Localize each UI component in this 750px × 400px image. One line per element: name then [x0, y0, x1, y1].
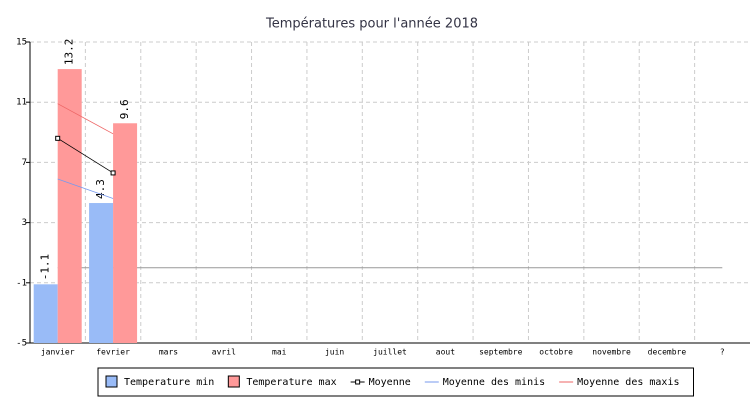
y-tick-label: -5 — [16, 339, 27, 349]
x-tick-label: mai — [272, 348, 287, 357]
data-label: 9.6 — [118, 99, 131, 119]
legend-box — [97, 367, 694, 397]
y-tick-label: -1 — [16, 278, 27, 288]
line — [57, 137, 114, 174]
legend-label: Temperature max — [246, 377, 336, 388]
data-label: -1.1 — [39, 254, 52, 281]
y-tick-label: 7 — [22, 158, 27, 168]
line — [57, 103, 114, 135]
x-tick-label: juillet — [373, 348, 407, 357]
x-tick-label: janvier — [41, 348, 75, 357]
x-tick-label: ? — [720, 348, 725, 357]
legend-swatch — [227, 375, 240, 388]
y-tick-label: 11 — [16, 98, 27, 108]
x-tick-label: decembre — [648, 348, 687, 357]
line-marker — [55, 135, 61, 141]
x-tick-label: mars — [159, 348, 178, 357]
legend-marker — [355, 379, 361, 385]
x-tick-label: septembre — [479, 348, 523, 357]
bar — [113, 123, 138, 344]
bar — [33, 284, 58, 343]
legend-label: Moyenne des minis — [443, 377, 545, 388]
legend-label: Moyenne des maxis — [577, 377, 679, 388]
legend-label: Temperature min — [124, 377, 214, 388]
bar — [89, 203, 114, 343]
line — [57, 178, 114, 199]
data-label: 13.2 — [63, 39, 76, 66]
x-tick-label: juin — [325, 348, 344, 357]
line-marker — [110, 170, 116, 176]
data-label: 4.3 — [94, 179, 107, 199]
x-tick-label: novembre — [592, 348, 631, 357]
y-tick-label: 3 — [22, 218, 27, 228]
x-tick-label: aout — [436, 348, 455, 357]
x-tick-label: fevrier — [96, 348, 130, 357]
chart-title: Températures pour l'année 2018 — [265, 17, 478, 32]
legend-label: Moyenne — [369, 377, 411, 388]
y-tick-label: 15 — [16, 38, 27, 48]
legend-swatch — [105, 375, 118, 388]
x-tick-label: avril — [212, 348, 236, 357]
x-tick-label: octobre — [539, 348, 573, 357]
